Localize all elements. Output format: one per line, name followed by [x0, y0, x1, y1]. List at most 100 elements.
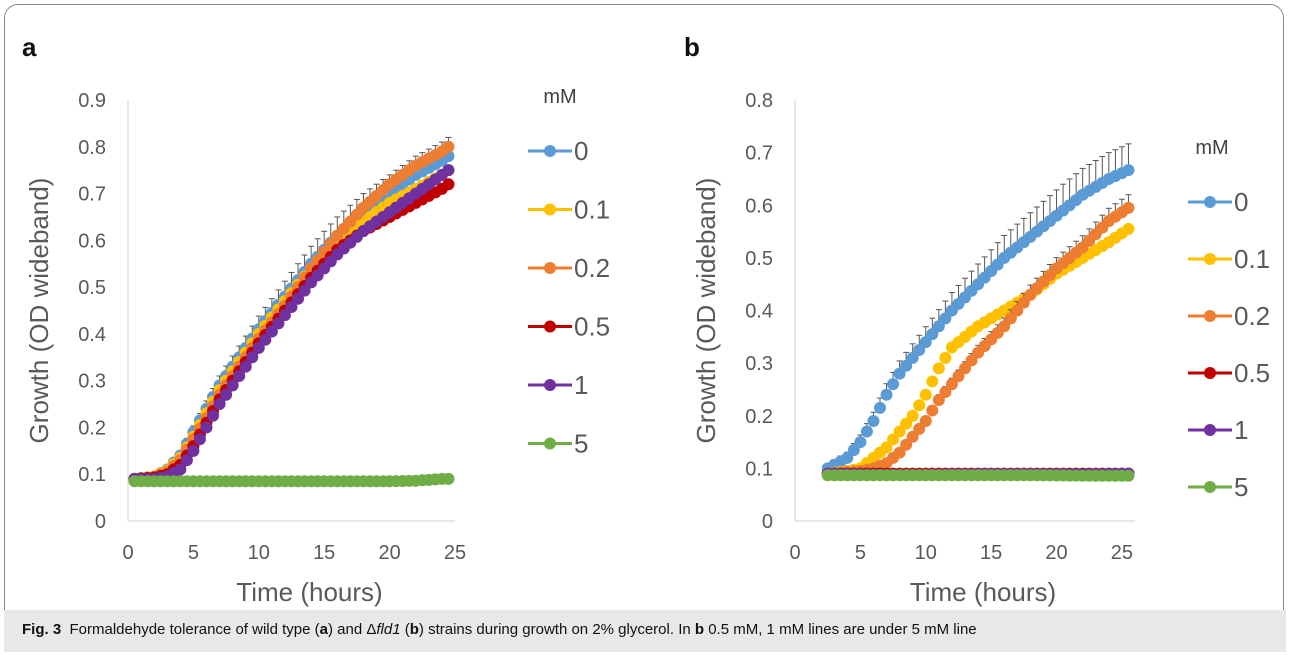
data-point [906, 351, 919, 364]
x-tick-label: 20 [1045, 542, 1067, 564]
legend-item-0.1: 0.1 [1188, 244, 1270, 274]
data-point [919, 415, 932, 428]
caption-background [4, 610, 1286, 652]
data-point [259, 333, 272, 346]
chart-panel-b: 00.10.20.30.40.50.60.70.80 5 10 15 20 25Time … [691, 90, 1270, 607]
data-point [841, 451, 854, 464]
data-point [932, 362, 945, 375]
figure-caption: Fig. 3 Formaldehyde tolerance of wild ty… [22, 620, 1262, 640]
data-point [939, 312, 952, 325]
legend-item-0.5: 0.5 [1188, 358, 1270, 388]
y-tick-label: 0 [762, 511, 773, 533]
data-point [893, 446, 906, 459]
data-point [1122, 201, 1135, 214]
series-0.2 [821, 194, 1135, 480]
x-tick-label: 0 [789, 542, 800, 564]
data-point [442, 178, 455, 191]
legend-label: 0 [1234, 187, 1248, 217]
data-point [926, 375, 939, 388]
data-point [919, 388, 932, 401]
legend-marker [544, 203, 556, 216]
x-tick-label: 0 [122, 542, 133, 564]
x-tick-label: 10 [915, 542, 937, 564]
data-point [945, 378, 958, 391]
panel-letter-b: b [684, 32, 700, 62]
data-point [926, 404, 939, 417]
data-point [874, 401, 886, 414]
caption-gene: fld1 [376, 621, 401, 638]
legend-item-0.2: 0.2 [1188, 301, 1270, 331]
data-point [880, 441, 893, 454]
data-point [854, 436, 867, 449]
data-point [442, 140, 455, 153]
legend-item-0: 0 [1188, 187, 1248, 217]
data-point [226, 379, 239, 392]
y-tick-label: 0.3 [745, 353, 773, 375]
data-point [965, 354, 978, 367]
legend-title: mM [1195, 137, 1228, 159]
data-point [900, 417, 913, 430]
data-point [220, 388, 233, 401]
data-point [1011, 304, 1024, 317]
data-point [913, 422, 926, 435]
data-point [1122, 469, 1135, 482]
data-point [900, 359, 913, 372]
x-tick-label: 25 [444, 542, 466, 564]
legend-title: mM [543, 86, 576, 108]
chart-panel-a: 00.10.20.30.40.50.60.70.80.90 5 10 15 20 25Ti… [24, 86, 610, 607]
x-tick-label: 20 [378, 542, 400, 564]
y-tick-label: 0.7 [78, 184, 106, 206]
caption-text-4: ) strains during growth on 2% glycerol. … [418, 621, 695, 638]
data-point [233, 369, 246, 382]
y-tick-label: 0.3 [78, 371, 106, 393]
data-point [913, 399, 926, 412]
x-tick-label: 15 [313, 542, 335, 564]
data-point [193, 433, 206, 446]
y-tick-label: 0 [95, 511, 106, 533]
legend-item-0.1: 0.1 [528, 195, 610, 225]
data-point [932, 393, 945, 406]
data-point [1122, 164, 1135, 177]
data-point [239, 360, 252, 373]
data-point [887, 433, 900, 446]
legend-label: 1 [1234, 415, 1248, 445]
data-point [278, 309, 291, 322]
data-point [893, 367, 906, 380]
legend-label: 0.1 [1234, 244, 1270, 274]
figure-charts: a b 00.10.20.30.40.50.60.70.80.90 5 10 15 20… [22, 32, 1270, 607]
legend-marker [1204, 424, 1216, 436]
legend-label: 0.1 [574, 195, 610, 225]
data-point [847, 443, 860, 456]
y-tick-label: 0.8 [745, 90, 773, 112]
legend-label: 0.2 [1234, 301, 1270, 331]
data-point [1017, 296, 1030, 309]
data-point [880, 388, 893, 401]
legend-marker [544, 262, 556, 274]
data-point [442, 472, 455, 485]
data-point [998, 320, 1011, 333]
y-tick-label: 0.2 [78, 417, 106, 439]
legend-item-0.5: 0.5 [528, 312, 610, 342]
data-point [298, 284, 311, 297]
caption-ref-b2: b [694, 621, 705, 638]
series-5 [821, 469, 1135, 482]
data-point [867, 415, 880, 428]
legend-item-5: 5 [1188, 472, 1248, 502]
data-point [174, 463, 187, 476]
data-point [959, 362, 971, 375]
legend-item-0.2: 0.2 [528, 253, 610, 283]
data-point [187, 444, 200, 457]
data-point [932, 320, 945, 333]
data-point [860, 425, 873, 438]
data-point [887, 378, 900, 391]
y-tick-label: 0.4 [745, 301, 773, 323]
y-axis-title: Growth (OD wideband) [691, 178, 721, 444]
x-axis-title: Time (hours) [910, 577, 1056, 607]
y-tick-label: 0.5 [745, 248, 773, 270]
data-point [893, 425, 906, 438]
x-tick-label: 5 [855, 542, 866, 564]
legend-label: 5 [574, 429, 588, 459]
data-point [200, 421, 213, 434]
y-tick-label: 0.1 [78, 464, 106, 486]
x-tick-label: 15 [980, 542, 1002, 564]
